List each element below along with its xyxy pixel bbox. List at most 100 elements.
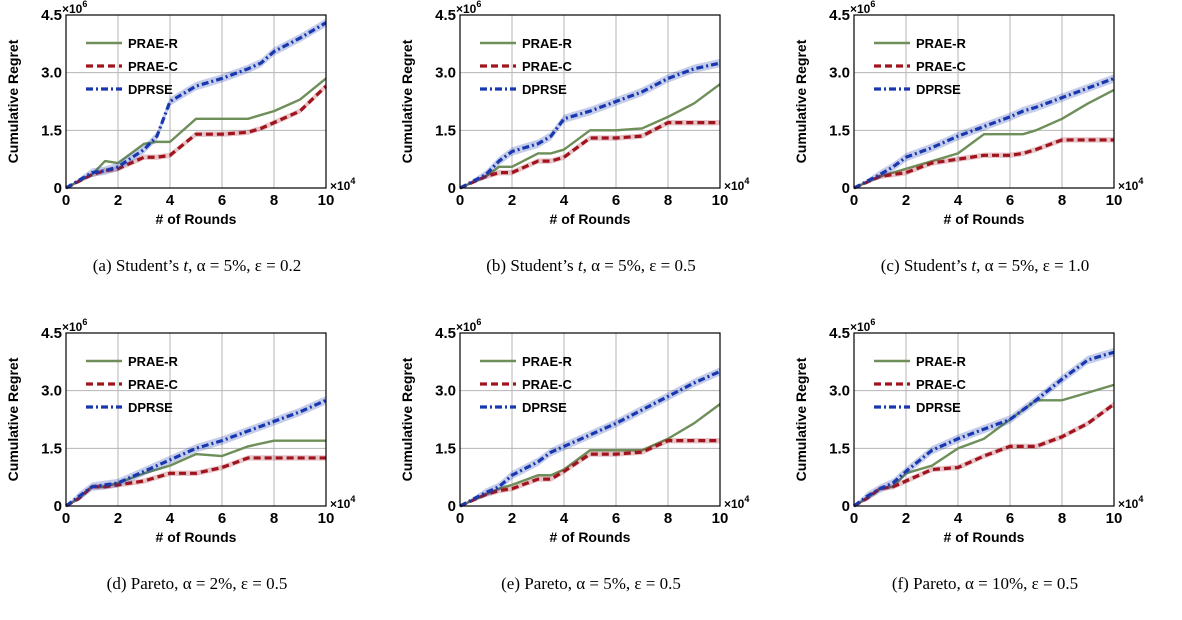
caption-label: (a) Student’s: [92, 256, 184, 275]
caption-alpha: α = 5%: [984, 256, 1035, 275]
chart-svg: 0 2 4 6 8 10 0 1.5 3.0 4.5 ×106 ×104 # of Rounds Cumu…: [793, 0, 1143, 227]
y-tick-label: 0: [54, 180, 62, 197]
y-tick-label: 1.5: [829, 122, 850, 139]
y-tick-label: 0: [842, 498, 850, 515]
x-multiplier: ×104: [724, 176, 749, 193]
legend-label: PRAE-C: [128, 377, 178, 392]
caption-alpha: α = 2%: [182, 574, 233, 593]
series-line-prae-r: [459, 403, 721, 508]
confidence-band-dprse: [66, 396, 326, 506]
x-tick-label: 4: [560, 510, 569, 527]
x-tick-label: 0: [456, 510, 464, 527]
legend-label: DPRSE: [128, 400, 173, 415]
caption-epsilon: ε = 0.5: [634, 574, 681, 593]
caption-distribution: t: [577, 256, 583, 275]
x-tick-label: 6: [218, 192, 226, 209]
x-tick-label: 0: [850, 192, 858, 209]
x-tick-label: 0: [456, 192, 464, 209]
y-tick-label: 4.5: [829, 7, 850, 24]
x-tick-label: 4: [954, 192, 963, 209]
y-tick-label: 0: [842, 180, 850, 197]
caption-label: (b) Student’s: [486, 256, 578, 275]
x-tick-label: 0: [62, 510, 70, 527]
plot-frame: [853, 332, 1115, 507]
x-tick-label: 6: [612, 192, 620, 209]
legend-label: PRAE-R: [522, 36, 572, 51]
legend-label: PRAE-C: [916, 59, 966, 74]
legend: PRAE-R PRAE-C DPRSE: [874, 354, 966, 415]
caption-distribution: t: [183, 256, 189, 275]
caption: (d) Pareto, α = 2%, ε = 0.5: [106, 574, 288, 593]
caption-alpha: α = 5%: [196, 256, 247, 275]
legend-label: PRAE-R: [128, 36, 178, 51]
plot-frame: [65, 332, 327, 507]
series-line-dprse: [65, 398, 327, 508]
caption: (c) Student’s t, α = 5%, ε = 1.0: [880, 256, 1090, 275]
x-tick-label: 0: [850, 510, 858, 527]
plot-frame: [853, 14, 1115, 189]
chart-svg: 0 2 4 6 8 10 0 1.5 3.0 4.5 ×106 ×104 # of Rounds Cumu…: [399, 317, 749, 545]
plot-frame: [459, 332, 721, 507]
legend: PRAE-R PRAE-C DPRSE: [86, 354, 178, 415]
y-axis-label: Cumulative Regret: [399, 357, 415, 481]
x-multiplier: ×104: [1118, 176, 1143, 193]
x-multiplier-exp: 4: [1138, 176, 1143, 186]
y-axis-label: Cumulative Regret: [793, 357, 809, 481]
y-tick-label: 4.5: [829, 325, 850, 342]
x-tick-label: 10: [1106, 192, 1123, 209]
y-tick-label: 0: [448, 498, 456, 515]
series-line-prae-c: [65, 456, 326, 508]
legend-label: PRAE-C: [522, 377, 572, 392]
legend-label: PRAE-R: [916, 354, 966, 369]
confidence-band-prae-c: [460, 437, 720, 506]
legend: PRAE-R PRAE-C DPRSE: [480, 36, 572, 97]
chart-svg: 0 2 4 6 8 10 0 1.5 3.0 4.5 ×106 ×104 # of Rounds Cumu…: [793, 317, 1143, 545]
caption-alpha: α = 10%: [965, 574, 1024, 593]
legend-label: PRAE-R: [522, 354, 572, 369]
caption: (f) Pareto, α = 10%, ε = 0.5: [891, 574, 1079, 593]
x-multiplier-exp: 4: [744, 494, 749, 504]
x-axis-label: # of Rounds: [156, 211, 237, 227]
caption-epsilon: ε = 0.5: [240, 574, 288, 593]
caption-alpha: α = 5%: [591, 256, 641, 275]
x-multiplier: ×104: [724, 494, 749, 511]
x-axis-label: # of Rounds: [944, 211, 1025, 227]
chart-panel-f: 0 2 4 6 8 10 0 1.5 3.0 4.5 ×106 ×104 # of Rounds Cumu…: [788, 317, 1182, 620]
x-tick-label: 10: [712, 192, 729, 209]
x-tick-label: 8: [1058, 510, 1066, 527]
series-line-dprse: [459, 369, 721, 508]
x-tick-label: 8: [664, 192, 672, 209]
series-line-prae-c: [853, 402, 1115, 508]
y-tick-label: 3.0: [829, 65, 850, 82]
x-multiplier-exp: 4: [1138, 494, 1143, 504]
chart-panel-a: 0 2 4 6 8 10 0 1.5 3.0 4.5 ×106 ×104 # of Rounds Cumu…: [0, 0, 394, 302]
x-tick-label: 4: [166, 510, 175, 527]
chart-svg: 0 2 4 6 8 10 0 1.5 3.0 4.5 ×106 ×104 # of Rounds Cumu…: [5, 0, 355, 227]
series-line-dprse: [459, 61, 721, 190]
x-multiplier: ×104: [1118, 494, 1143, 511]
grid: [459, 332, 721, 507]
x-axis-label: # of Rounds: [156, 529, 237, 545]
y-axis-label: Cumulative Regret: [399, 39, 415, 163]
x-multiplier: ×104: [330, 176, 355, 193]
caption-distribution: t: [971, 256, 977, 275]
chart-panel-b: 0 2 4 6 8 10 0 1.5 3.0 4.5 ×106 ×104 # of Rounds Cumu…: [394, 0, 788, 302]
x-tick-label: 10: [318, 510, 335, 527]
caption-epsilon: ε = 1.0: [1042, 256, 1090, 275]
legend-label: PRAE-C: [128, 59, 178, 74]
caption-label: (c) Student’s: [880, 256, 972, 275]
x-tick-label: 2: [902, 510, 910, 527]
x-multiplier-exp: 4: [350, 494, 355, 504]
caption-epsilon: ε = 0.2: [254, 256, 302, 275]
series-line-prae-r: [65, 77, 327, 190]
x-tick-label: 8: [1058, 192, 1066, 209]
y-multiplier: ×106: [850, 317, 875, 334]
series-line-prae-r: [459, 83, 721, 190]
y-tick-label: 4.5: [41, 325, 62, 342]
y-tick-label: 1.5: [41, 122, 62, 139]
plot-frame: [459, 14, 721, 189]
y-tick-label: 1.5: [435, 440, 456, 457]
y-multiplier-exp: 6: [82, 0, 87, 9]
y-multiplier-exp: 6: [476, 0, 481, 9]
caption-label: (d) Pareto,: [106, 574, 183, 593]
